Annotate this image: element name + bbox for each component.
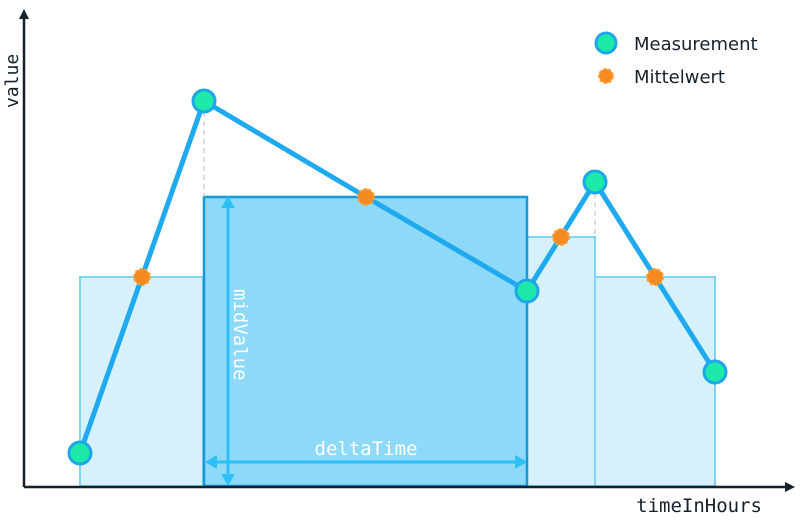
legend: Measurement Mittelwert — [594, 31, 758, 88]
mittelwert-point — [646, 268, 664, 286]
measurement-point — [582, 169, 608, 195]
mid-value-label: midValue — [229, 289, 251, 381]
measurement-point — [67, 440, 93, 466]
mid-value-arrow — [221, 196, 235, 486]
measurement-point — [702, 359, 728, 385]
area-bar-4 — [594, 276, 716, 487]
legend-mittelwert-label: Mittelwert — [634, 67, 725, 88]
mittelwert-point — [357, 188, 375, 206]
area-bar-highlight — [202, 195, 529, 488]
delta-time-label: deltaTime — [315, 438, 418, 460]
mittelwert-point — [552, 228, 570, 246]
legend-mittelwert-marker — [598, 68, 614, 84]
measurement-point — [514, 278, 540, 304]
delta-time-arrow — [205, 455, 527, 469]
mittelwert-points — [133, 188, 664, 286]
legend-measurement-label: Measurement — [634, 34, 758, 55]
measurement-points — [67, 88, 728, 466]
mittelwert-point — [133, 268, 151, 286]
legend-measurement-marker — [594, 31, 618, 55]
area-bar-3 — [526, 236, 596, 487]
measurement-line — [77, 98, 718, 456]
y-axis-label: value — [2, 54, 23, 108]
measurement-point — [191, 88, 217, 114]
x-axis-label: timeInHours — [636, 495, 762, 517]
area-bar-1 — [79, 276, 204, 487]
